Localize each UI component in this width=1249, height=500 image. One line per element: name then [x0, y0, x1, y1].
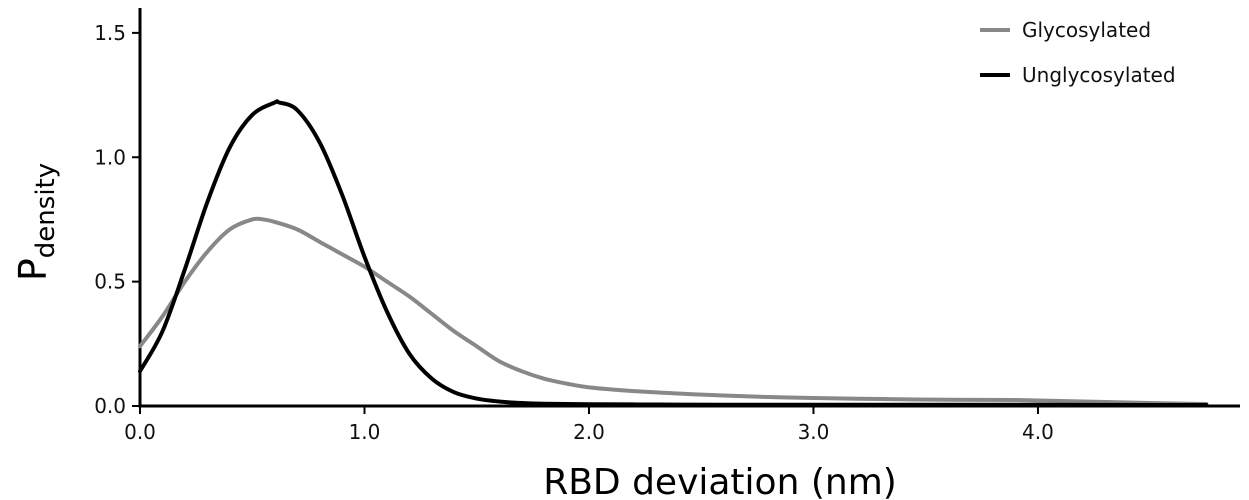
y-tick-label: 0.5 — [94, 270, 126, 294]
y-axis-title-main: P — [11, 258, 55, 281]
x-tick-label: 3.0 — [798, 420, 830, 444]
series-line-glycosylated — [138, 216, 1209, 407]
y-tick-label: 1.0 — [94, 145, 126, 169]
ticks: 0.0 1.0 2.0 3.0 4.0 0.0 0.5 1.0 1.5 — [94, 21, 1054, 444]
y-axis-title: Pdensity — [11, 163, 61, 281]
y-tick-label: 1.5 — [94, 21, 126, 45]
legend: Glycosylated Unglycosylated — [980, 18, 1176, 87]
x-tick-label: 4.0 — [1022, 420, 1054, 444]
x-tick-label: 2.0 — [573, 420, 605, 444]
y-tick-label: 0.0 — [94, 394, 126, 418]
x-tick-label: 1.0 — [349, 420, 381, 444]
legend-label-glycosylated: Glycosylated — [1022, 18, 1151, 42]
x-tick-label: 0.0 — [124, 420, 156, 444]
series-line-unglycosylated — [138, 99, 1209, 408]
legend-label-unglycosylated: Unglycosylated — [1022, 63, 1176, 87]
series — [138, 99, 1209, 408]
x-axis-title: RBD deviation (nm) — [543, 462, 897, 500]
y-axis-title-subscript: density — [31, 163, 61, 258]
